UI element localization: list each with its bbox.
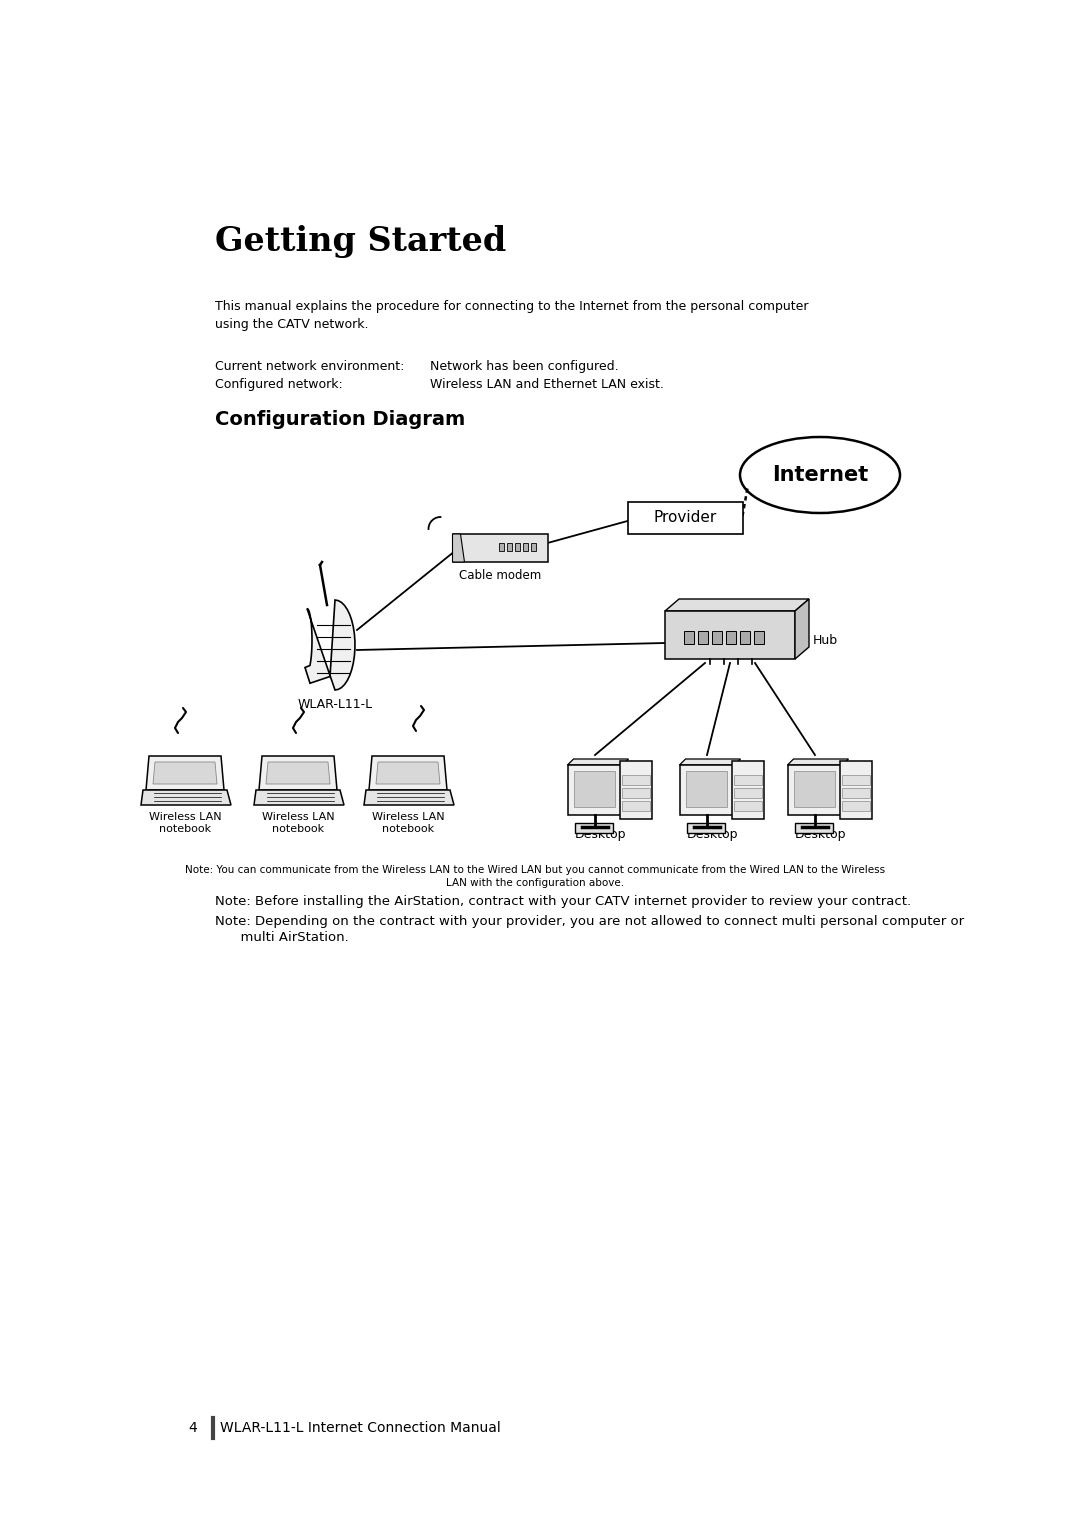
FancyBboxPatch shape [787, 766, 842, 814]
FancyBboxPatch shape [698, 631, 707, 643]
Polygon shape [266, 762, 330, 784]
Text: Desktop: Desktop [575, 828, 625, 840]
FancyBboxPatch shape [523, 542, 528, 552]
FancyBboxPatch shape [620, 761, 651, 819]
FancyBboxPatch shape [679, 766, 734, 814]
Polygon shape [567, 759, 629, 766]
FancyBboxPatch shape [453, 533, 548, 562]
Polygon shape [376, 762, 440, 784]
Polygon shape [259, 756, 337, 790]
FancyBboxPatch shape [530, 542, 537, 552]
FancyBboxPatch shape [627, 503, 743, 533]
FancyBboxPatch shape [795, 824, 833, 833]
Text: Note: Depending on the contract with your provider, you are not allowed to conne: Note: Depending on the contract with you… [215, 915, 964, 927]
FancyBboxPatch shape [733, 801, 761, 811]
FancyBboxPatch shape [841, 788, 869, 798]
FancyBboxPatch shape [499, 542, 504, 552]
Polygon shape [305, 601, 355, 691]
FancyBboxPatch shape [731, 761, 764, 819]
Text: Current network environment:: Current network environment: [215, 361, 404, 373]
FancyBboxPatch shape [573, 772, 615, 807]
FancyBboxPatch shape [712, 631, 721, 643]
FancyBboxPatch shape [733, 775, 761, 785]
Text: Desktop: Desktop [686, 828, 738, 840]
Text: WLAR-L11-L: WLAR-L11-L [297, 698, 373, 711]
Text: using the CATV network.: using the CATV network. [215, 318, 368, 332]
FancyBboxPatch shape [567, 766, 622, 814]
Text: Note: Before installing the AirStation, contract with your CATV internet provide: Note: Before installing the AirStation, … [215, 895, 912, 908]
FancyBboxPatch shape [621, 775, 649, 785]
Text: Hub: Hub [813, 634, 838, 646]
Text: Internet: Internet [772, 465, 868, 484]
Text: Note: You can communicate from the Wireless LAN to the Wired LAN but you cannot : Note: You can communicate from the Wirel… [185, 865, 886, 876]
Polygon shape [141, 790, 231, 805]
Text: Desktop: Desktop [794, 828, 846, 840]
Text: Cable modem: Cable modem [459, 568, 541, 582]
FancyBboxPatch shape [507, 542, 512, 552]
FancyBboxPatch shape [665, 611, 795, 659]
FancyBboxPatch shape [684, 631, 693, 643]
Text: Network has been configured.: Network has been configured. [430, 361, 619, 373]
FancyBboxPatch shape [841, 801, 869, 811]
FancyBboxPatch shape [726, 631, 735, 643]
FancyBboxPatch shape [754, 631, 764, 643]
Polygon shape [679, 759, 741, 766]
FancyBboxPatch shape [794, 772, 835, 807]
Text: Getting Started: Getting Started [215, 225, 507, 258]
Text: Configuration Diagram: Configuration Diagram [215, 410, 465, 429]
FancyBboxPatch shape [841, 775, 869, 785]
FancyBboxPatch shape [621, 788, 649, 798]
Polygon shape [146, 756, 224, 790]
FancyBboxPatch shape [575, 824, 612, 833]
FancyBboxPatch shape [687, 824, 725, 833]
Text: LAN with the configuration above.: LAN with the configuration above. [446, 879, 624, 888]
Polygon shape [453, 533, 464, 562]
Polygon shape [665, 599, 809, 611]
Text: WLAR-L11-L Internet Connection Manual: WLAR-L11-L Internet Connection Manual [220, 1421, 501, 1435]
FancyBboxPatch shape [621, 801, 649, 811]
Polygon shape [369, 756, 447, 790]
FancyBboxPatch shape [733, 788, 761, 798]
Text: 4: 4 [188, 1421, 197, 1435]
Polygon shape [153, 762, 217, 784]
Text: multi AirStation.: multi AirStation. [215, 931, 349, 944]
Text: Wireless LAN and Ethernet LAN exist.: Wireless LAN and Ethernet LAN exist. [430, 377, 664, 391]
Text: This manual explains the procedure for connecting to the Internet from the perso: This manual explains the procedure for c… [215, 299, 809, 313]
FancyBboxPatch shape [740, 631, 750, 643]
Polygon shape [787, 759, 849, 766]
Polygon shape [254, 790, 345, 805]
Text: Wireless LAN
notebook: Wireless LAN notebook [149, 811, 221, 834]
Polygon shape [795, 599, 809, 659]
Text: Wireless LAN
notebook: Wireless LAN notebook [372, 811, 444, 834]
Polygon shape [364, 790, 454, 805]
Text: Provider: Provider [653, 510, 717, 526]
Text: Configured network:: Configured network: [215, 377, 342, 391]
FancyBboxPatch shape [515, 542, 521, 552]
Text: Wireless LAN
notebook: Wireless LAN notebook [261, 811, 335, 834]
FancyBboxPatch shape [839, 761, 872, 819]
FancyBboxPatch shape [686, 772, 727, 807]
